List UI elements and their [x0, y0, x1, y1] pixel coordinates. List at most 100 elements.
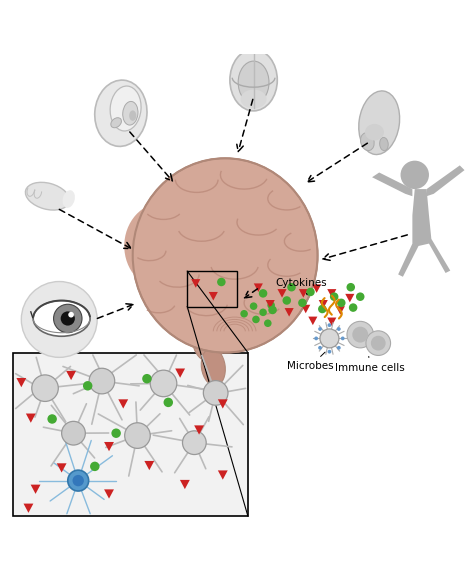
Polygon shape	[26, 414, 36, 423]
Polygon shape	[104, 442, 114, 451]
Circle shape	[125, 423, 150, 448]
Circle shape	[252, 315, 260, 323]
Circle shape	[150, 370, 177, 397]
Circle shape	[356, 292, 365, 301]
Ellipse shape	[240, 90, 266, 108]
Circle shape	[341, 336, 345, 340]
Circle shape	[73, 475, 84, 487]
Ellipse shape	[238, 61, 269, 104]
Polygon shape	[194, 425, 204, 435]
Circle shape	[287, 283, 296, 292]
Circle shape	[337, 327, 341, 331]
Circle shape	[330, 292, 338, 301]
Circle shape	[83, 381, 92, 391]
Circle shape	[318, 305, 327, 313]
Polygon shape	[218, 470, 228, 480]
Circle shape	[250, 303, 257, 310]
Ellipse shape	[124, 202, 203, 290]
Ellipse shape	[361, 133, 374, 151]
Circle shape	[318, 327, 322, 331]
Polygon shape	[209, 292, 218, 300]
Circle shape	[328, 323, 331, 327]
Circle shape	[259, 289, 267, 297]
Circle shape	[318, 346, 322, 350]
Circle shape	[217, 278, 226, 286]
Polygon shape	[299, 289, 308, 297]
Ellipse shape	[33, 301, 90, 336]
Polygon shape	[218, 399, 228, 409]
Circle shape	[320, 329, 339, 348]
Circle shape	[89, 368, 115, 394]
Polygon shape	[17, 378, 26, 387]
Circle shape	[346, 283, 355, 292]
Circle shape	[283, 296, 291, 305]
Polygon shape	[118, 399, 128, 409]
Circle shape	[347, 321, 374, 348]
Bar	[187, 271, 237, 307]
Polygon shape	[398, 189, 450, 277]
Circle shape	[264, 320, 272, 327]
Circle shape	[182, 431, 206, 455]
Circle shape	[401, 161, 429, 189]
Polygon shape	[277, 289, 287, 297]
Circle shape	[61, 311, 75, 325]
Polygon shape	[24, 503, 33, 513]
Polygon shape	[66, 371, 76, 380]
Polygon shape	[180, 480, 190, 489]
Polygon shape	[265, 300, 275, 308]
Ellipse shape	[380, 137, 388, 151]
Polygon shape	[312, 285, 321, 293]
Circle shape	[32, 375, 58, 402]
Circle shape	[298, 299, 307, 307]
Polygon shape	[372, 172, 412, 196]
Circle shape	[21, 282, 97, 357]
Text: Microbes: Microbes	[287, 352, 334, 371]
Circle shape	[47, 414, 57, 424]
Circle shape	[259, 308, 267, 316]
Circle shape	[240, 310, 248, 318]
Polygon shape	[319, 300, 328, 308]
Polygon shape	[175, 368, 185, 378]
Ellipse shape	[359, 91, 400, 155]
Circle shape	[142, 374, 152, 384]
Ellipse shape	[133, 158, 318, 353]
Circle shape	[54, 304, 82, 333]
Circle shape	[203, 381, 228, 405]
Polygon shape	[104, 489, 114, 499]
Text: Immune cells: Immune cells	[335, 356, 405, 373]
Ellipse shape	[230, 49, 277, 111]
Circle shape	[306, 288, 315, 296]
Polygon shape	[327, 318, 337, 326]
Polygon shape	[145, 461, 154, 470]
Circle shape	[268, 306, 277, 314]
Polygon shape	[31, 485, 40, 494]
Ellipse shape	[63, 190, 75, 208]
Polygon shape	[327, 289, 337, 297]
Ellipse shape	[142, 179, 290, 257]
Polygon shape	[345, 294, 355, 303]
Ellipse shape	[95, 80, 147, 147]
Polygon shape	[336, 306, 345, 315]
Circle shape	[366, 331, 391, 356]
Circle shape	[68, 312, 74, 318]
Polygon shape	[57, 463, 66, 473]
Circle shape	[371, 336, 386, 350]
Circle shape	[111, 428, 121, 438]
Polygon shape	[254, 283, 263, 292]
Circle shape	[314, 336, 318, 340]
Circle shape	[349, 303, 357, 312]
Text: Cytokines: Cytokines	[275, 278, 327, 295]
Circle shape	[68, 470, 89, 491]
Ellipse shape	[192, 315, 225, 362]
Ellipse shape	[123, 101, 138, 125]
Circle shape	[62, 421, 85, 445]
Circle shape	[352, 327, 368, 343]
Polygon shape	[191, 279, 201, 288]
Polygon shape	[308, 317, 318, 325]
Ellipse shape	[201, 348, 225, 386]
Ellipse shape	[211, 315, 258, 348]
Circle shape	[90, 462, 100, 471]
Polygon shape	[427, 165, 465, 196]
Ellipse shape	[129, 111, 137, 121]
Ellipse shape	[111, 118, 121, 127]
